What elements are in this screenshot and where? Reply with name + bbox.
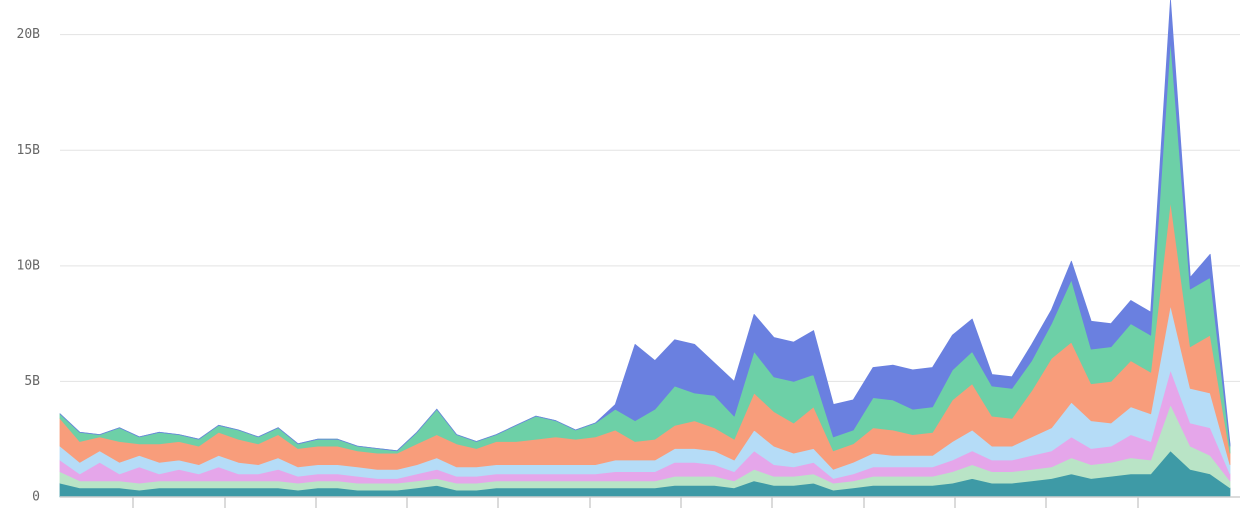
y-tick-label: 5B xyxy=(24,374,40,389)
x-axis-ticks xyxy=(132,497,1139,508)
y-tick-label: 20B xyxy=(17,27,41,42)
y-tick-label: 10B xyxy=(17,258,41,273)
y-tick-label: 15B xyxy=(17,143,41,158)
area xyxy=(59,0,1231,452)
y-tick-label: 0 xyxy=(32,490,40,505)
areas xyxy=(59,0,1231,498)
